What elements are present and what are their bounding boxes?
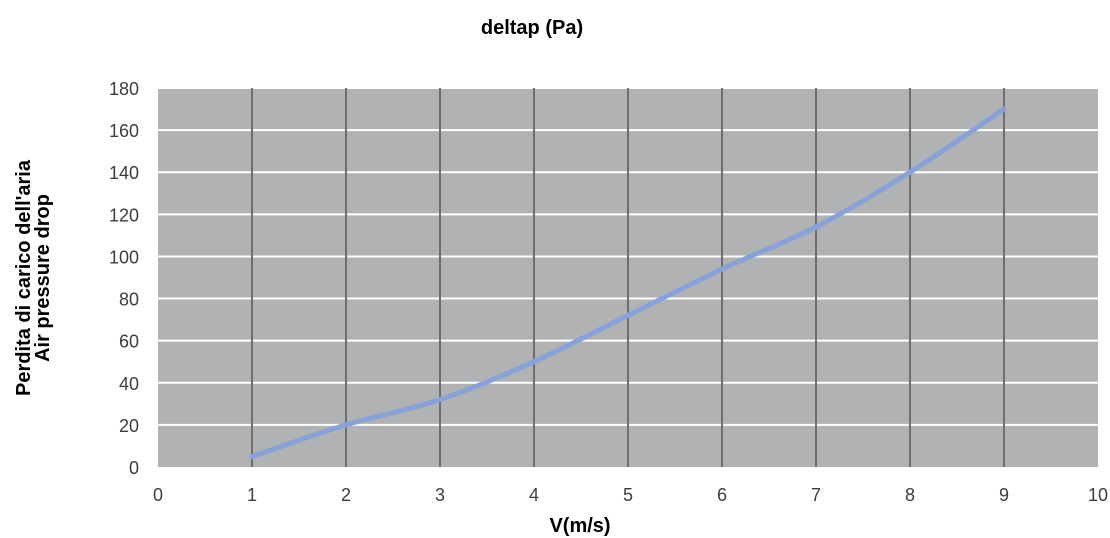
- x-tick-label: 10: [1088, 485, 1108, 505]
- y-tick-label: 180: [109, 79, 139, 99]
- y-tick-label: 60: [119, 332, 139, 352]
- x-tick-label: 1: [247, 485, 257, 505]
- y-tick-label: 120: [109, 205, 139, 225]
- x-tick-label: 8: [905, 485, 915, 505]
- y-tick-label: 0: [129, 458, 139, 478]
- x-tick-label: 5: [623, 485, 633, 505]
- y-tick-label: 100: [109, 247, 139, 267]
- x-tick-label: 2: [341, 485, 351, 505]
- y-tick-label: 80: [119, 290, 139, 310]
- x-tick-label: 4: [529, 485, 539, 505]
- x-tick-label: 9: [999, 485, 1009, 505]
- series-layer: [249, 106, 1007, 459]
- x-axis-label: V(m/s): [549, 515, 610, 537]
- y-axis-label-line-1: Perdita di carico dell'aria: [13, 159, 35, 396]
- x-tick-label: 0: [153, 485, 163, 505]
- x-tick-label: 6: [717, 485, 727, 505]
- x-tick-label: 3: [435, 485, 445, 505]
- y-tick-label: 40: [119, 374, 139, 394]
- tick-labels: 0 20 40 60 80 100 120 140 160 180 0 1 2 3 4 5 6 7 8 9 10: [109, 79, 1108, 505]
- grid-lines: [158, 87, 1098, 467]
- y-axis-label-group: Perdita di carico dell'aria Air pressure…: [13, 159, 54, 396]
- y-tick-label: 160: [109, 121, 139, 141]
- y-tick-label: 140: [109, 163, 139, 183]
- y-axis-label-line-2: Air pressure drop: [32, 194, 54, 362]
- series-line: [249, 106, 1007, 459]
- x-tick-label: 7: [811, 485, 821, 505]
- y-tick-label: 20: [119, 416, 139, 436]
- chart-title: deltap (Pa): [481, 17, 583, 39]
